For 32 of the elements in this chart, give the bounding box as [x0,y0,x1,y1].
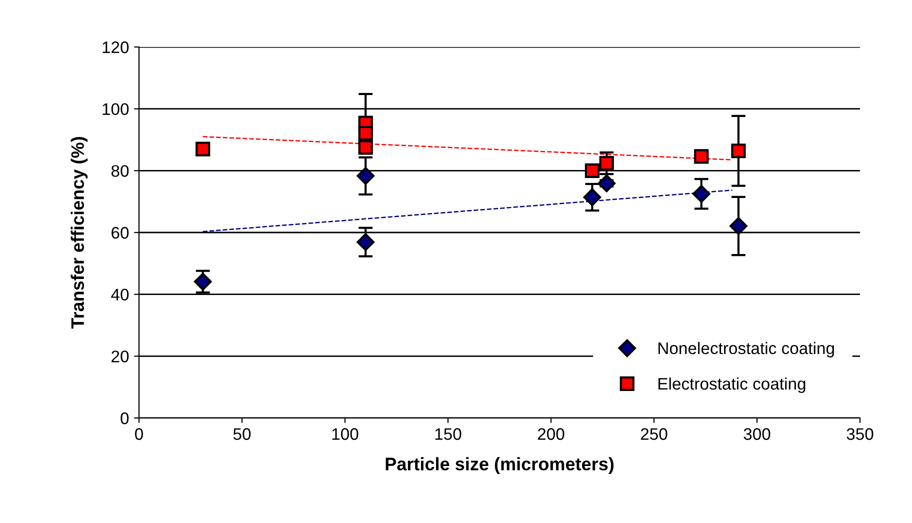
point [692,184,710,203]
y-axis-title: Transfer efficiency (%) [70,137,88,329]
x-tick-label: 50 [233,428,251,440]
point [694,149,709,164]
y-tick-label: 120 [102,41,129,54]
point [358,140,373,155]
point [194,272,212,291]
y-tick-label: 80 [111,165,129,177]
y-tick-label: 0 [120,412,129,424]
point [583,188,602,206]
x-tick-label: 100 [332,428,358,440]
legend-label: Nonelectrostatic coating [658,342,834,358]
point [358,126,373,141]
x-tick-label: 0 [135,428,143,440]
x-tick-label: 150 [435,428,462,440]
y-tick-label: 100 [102,103,129,116]
point [356,233,374,251]
point [731,144,746,158]
point [584,163,600,178]
x-tick-label: 200 [538,428,564,440]
y-tick-label: 20 [112,350,129,362]
x-axis-title: Particle size (micrometers) [386,457,614,474]
point [730,217,748,235]
y-tick-label: 40 [111,288,129,301]
x-tick-label: 300 [744,428,770,440]
x-tick-label: 350 [846,428,874,440]
point [196,142,210,156]
point [599,156,614,171]
point [356,167,374,185]
y-tick-label: 60 [112,226,129,239]
legend-label: Electrostatic coating [658,377,806,393]
x-tick-label: 250 [640,428,668,440]
